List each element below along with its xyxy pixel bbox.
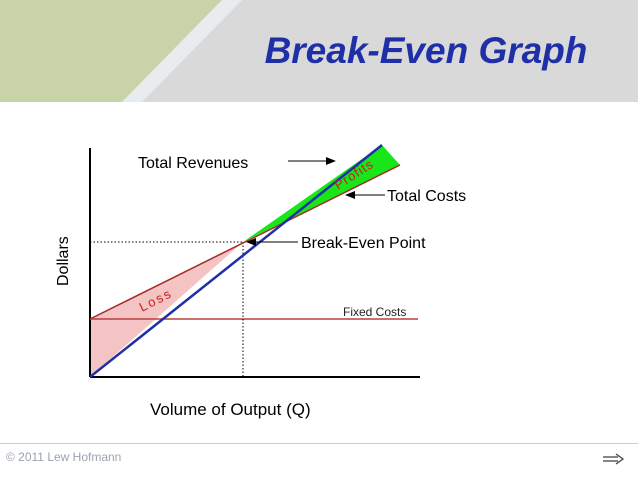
right-arrow-icon	[603, 453, 625, 465]
loss-region	[90, 242, 243, 377]
page-title: Break-Even Graph	[264, 30, 588, 71]
copyright-text: © 2011 Lew Hofmann	[6, 450, 122, 464]
fixed-costs-label: Fixed Costs	[343, 305, 406, 319]
footer-divider	[0, 443, 638, 444]
total-costs-line	[89, 164, 401, 320]
y-axis-label: Dollars	[55, 236, 72, 286]
total-revenues-arrowhead	[326, 157, 336, 165]
total-revenues-line	[89, 144, 383, 378]
x-axis-label: Volume of Output (Q)	[150, 400, 311, 419]
header-divider-stripe	[122, 0, 242, 102]
header-green-shape	[0, 0, 222, 102]
break-even-point-label: Break-Even Point	[301, 235, 426, 252]
break-even-arrowhead	[246, 238, 256, 246]
total-costs-label: Total Costs	[387, 188, 466, 205]
total-costs-arrowhead	[345, 191, 355, 199]
total-revenues-label: Total Revenues	[138, 155, 248, 172]
next-slide-button[interactable]	[602, 452, 626, 466]
